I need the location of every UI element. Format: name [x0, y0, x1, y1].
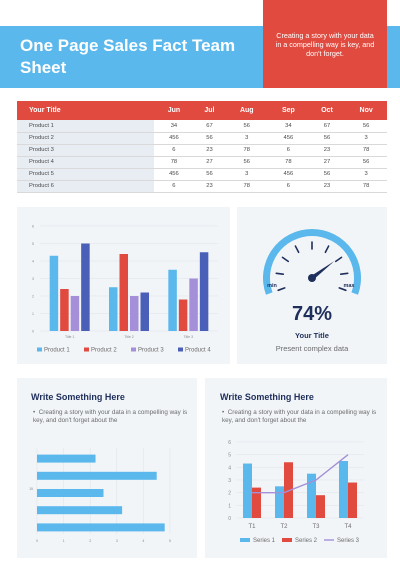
gauge-title: Your Title [295, 331, 329, 340]
row-label: Product 6 [17, 180, 155, 193]
bullet-text: Creating a story with your data in a com… [33, 409, 188, 424]
table-cell: 6 [154, 144, 194, 157]
column-header: Oct [308, 101, 346, 120]
bullet-icon: • [222, 409, 228, 416]
table-row: Product 2 456 56 3 456 56 3 [17, 132, 387, 145]
table-cell: 456 [268, 132, 309, 145]
column-header: Jun [154, 101, 194, 120]
sales-table: Your Title Jun Jul Aug Sep Oct Nov Produ… [17, 101, 387, 193]
table-cell: 78 [345, 144, 387, 157]
table-corner-header: Your Title [17, 101, 155, 120]
table-cell: 3 [225, 168, 269, 181]
table-cell: 34 [154, 120, 194, 133]
table-cell: 23 [193, 144, 226, 157]
row-label: Product 1 [17, 120, 155, 133]
table-cell: 56 [193, 132, 226, 145]
table-cell: 56 [308, 168, 346, 181]
table-cell: 56 [225, 156, 269, 169]
table-cell: 78 [268, 156, 309, 169]
table-cell: 27 [193, 156, 226, 169]
table-cell: 78 [345, 180, 387, 193]
table-cell: 67 [193, 120, 226, 133]
table-cell: 56 [225, 120, 269, 133]
bullet-icon: • [33, 409, 39, 416]
table-row: Product 5 456 56 3 456 56 3 [17, 168, 387, 181]
horizontal-bar-panel [17, 378, 197, 558]
table-body: Product 1 34 67 56 34 67 56 Product 2 456 56 3 456 5… [17, 120, 387, 193]
column-header: Jul [193, 101, 226, 120]
table-cell: 27 [308, 156, 346, 169]
gauge-percent: 74% [291, 303, 333, 325]
table-cell: 3 [225, 132, 269, 145]
callout-text: Creating a story with your data in a com… [275, 30, 375, 58]
gauge-subtitle: Present complex data [275, 344, 349, 353]
column-header: Nov [345, 101, 387, 120]
table-cell: 3 [345, 132, 387, 145]
row-label: Product 5 [17, 168, 155, 181]
table-cell: 6 [154, 180, 194, 193]
table-cell: 78 [225, 180, 269, 193]
panel-title-right: Write Something Here [220, 392, 314, 402]
column-header: Sep [268, 101, 309, 120]
table-cell: 23 [193, 180, 226, 193]
combo-chart-panel [205, 378, 387, 558]
table-cell: 23 [308, 180, 346, 193]
table-cell: 56 [308, 132, 346, 145]
page-title: One Page Sales Fact Team Sheet [20, 36, 236, 77]
table-cell: 3 [345, 168, 387, 181]
row-label: Product 3 [17, 144, 155, 157]
table-cell: 78 [154, 156, 194, 169]
table-cell: 456 [154, 168, 194, 181]
bullet-text: Creating a story with your data in a com… [222, 409, 377, 424]
table-cell: 456 [268, 168, 309, 181]
row-label: Product 2 [17, 132, 155, 145]
table-cell: 23 [308, 144, 346, 157]
table-cell: 56 [193, 168, 226, 181]
table-cell: 6 [268, 180, 309, 193]
table-cell: 6 [268, 144, 309, 157]
table-cell: 56 [345, 156, 387, 169]
grouped-bar-chart-panel [17, 207, 230, 364]
column-header: Aug [225, 101, 269, 120]
table-cell: 78 [225, 144, 269, 157]
table-row: Product 1 34 67 56 34 67 56 [17, 120, 387, 133]
panel-title-left: Write Something Here [31, 392, 125, 402]
callout-box: Creating a story with your data in a com… [263, 0, 387, 88]
table-row: Product 3 6 23 78 6 23 78 [17, 144, 387, 157]
panel-bullet-left: • Creating a story with your data in a c… [33, 409, 188, 425]
table-row: Product 4 78 27 56 78 27 56 [17, 156, 387, 169]
table-cell: 34 [268, 120, 309, 133]
table-row: Product 6 6 23 78 6 23 78 [17, 180, 387, 193]
gauge-panel [237, 207, 387, 364]
panel-bullet-right: • Creating a story with your data in a c… [222, 409, 377, 425]
table-cell: 56 [345, 120, 387, 133]
table-header-row: Your Title Jun Jul Aug Sep Oct Nov [17, 101, 387, 120]
row-label: Product 4 [17, 156, 155, 169]
table-cell: 67 [308, 120, 346, 133]
table-cell: 456 [154, 132, 194, 145]
